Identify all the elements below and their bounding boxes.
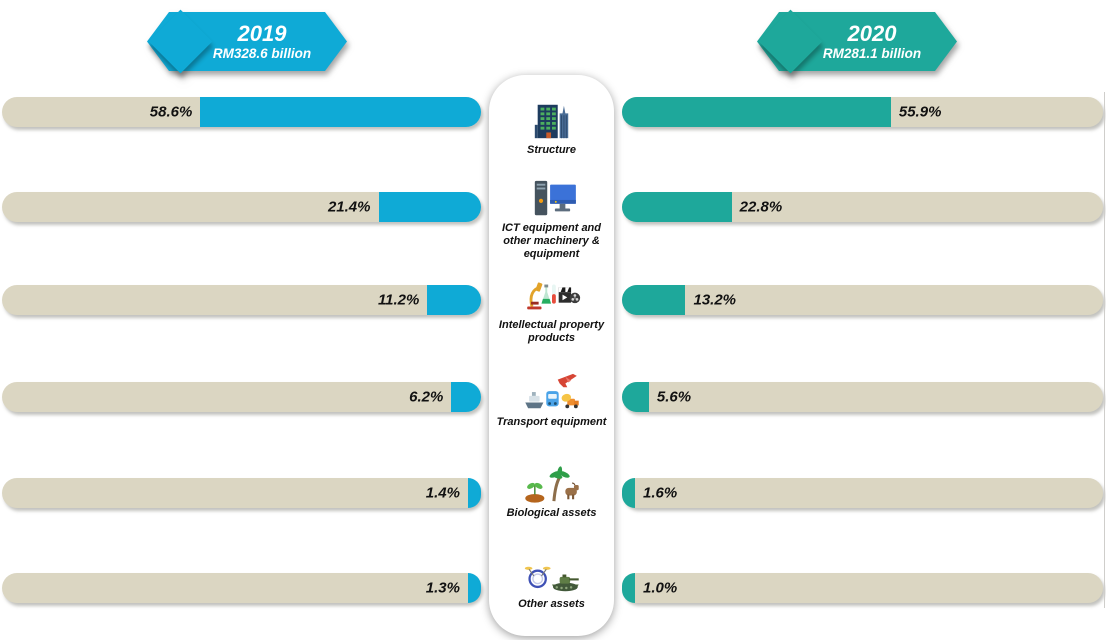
bar-2019-ict-equipment-fill bbox=[378, 192, 481, 222]
bar-2020-structure-fill bbox=[622, 97, 891, 127]
badge-2020-amount: RM281.1 billion bbox=[822, 46, 922, 62]
plants-and-livestock-icon bbox=[523, 463, 581, 505]
bar-2020-ict-equipment: 22.8% bbox=[622, 192, 1103, 222]
research-and-media-icon bbox=[523, 275, 581, 317]
bar-2020-ict-equipment-value: 22.8% bbox=[739, 198, 783, 216]
bar-2019-intellectual-property: 11.2% bbox=[2, 285, 481, 315]
bar-2019-biological-assets-fill bbox=[468, 478, 481, 508]
bar-2020-intellectual-property-value: 13.2% bbox=[693, 291, 737, 309]
bar-2019-intellectual-property-fill bbox=[427, 285, 481, 315]
category-biological-assets-label: Biological assets bbox=[506, 507, 597, 520]
bar-2020-other-assets-fill bbox=[622, 573, 635, 603]
bar-2020-ict-equipment-fill bbox=[622, 192, 732, 222]
bar-2019-transport-equipment: 6.2% bbox=[2, 382, 481, 412]
category-structure: Structure bbox=[493, 83, 610, 174]
category-panel: Structure ICT equipment and other machin… bbox=[489, 75, 614, 636]
category-transport-equipment-label: Transport equipment bbox=[496, 416, 607, 429]
badge-2020: 2020 RM281.1 billion bbox=[757, 9, 957, 74]
category-ict-equipment-label: ICT equipment and other machinery & equi… bbox=[502, 221, 601, 260]
bar-2019-biological-assets-value: 1.4% bbox=[425, 484, 460, 502]
drums-and-tank-icon bbox=[523, 554, 581, 596]
bar-2020-transport-equipment-value: 5.6% bbox=[656, 388, 692, 406]
bar-2019-structure-value: 58.6% bbox=[149, 103, 193, 121]
bar-2020-structure-value: 55.9% bbox=[898, 103, 942, 121]
bar-2019-transport-equipment-value: 6.2% bbox=[409, 388, 444, 406]
badge-2020-year: 2020 bbox=[847, 20, 897, 46]
bar-2020-structure: 55.9% bbox=[622, 97, 1103, 127]
bar-2019-other-assets-fill bbox=[468, 573, 481, 603]
bar-2019-intellectual-property-value: 11.2% bbox=[377, 291, 420, 309]
bar-2020-other-assets: 1.0% bbox=[622, 573, 1103, 603]
category-other-assets-label: Other assets bbox=[518, 598, 585, 611]
bar-2019-ict-equipment-value: 21.4% bbox=[327, 198, 371, 216]
vehicles-icon bbox=[523, 372, 581, 414]
bar-2019-other-assets-value: 1.3% bbox=[425, 579, 460, 597]
bar-2020-transport-equipment-fill bbox=[622, 382, 649, 412]
category-other-assets: Other assets bbox=[493, 537, 610, 628]
category-biological-assets: Biological assets bbox=[493, 446, 610, 537]
category-transport-equipment: Transport equipment bbox=[493, 355, 610, 446]
bar-2020-other-assets-value: 1.0% bbox=[643, 579, 678, 597]
bar-2019-transport-equipment-fill bbox=[451, 382, 481, 412]
bar-2020-intellectual-property: 13.2% bbox=[622, 285, 1103, 315]
badge-2019-year: 2019 bbox=[237, 20, 287, 46]
category-structure-label: Structure bbox=[527, 143, 576, 156]
category-intellectual-property-label: Intellectual property products bbox=[498, 319, 605, 345]
bar-2019-structure: 58.6% bbox=[2, 97, 481, 127]
badge-2019-amount: RM328.6 billion bbox=[212, 46, 312, 62]
bar-2019-other-assets: 1.3% bbox=[2, 573, 481, 603]
bar-2019-ict-equipment: 21.4% bbox=[2, 192, 481, 222]
category-ict-equipment: ICT equipment and other machinery & equi… bbox=[493, 174, 610, 265]
bar-2019-biological-assets: 1.4% bbox=[2, 478, 481, 508]
category-intellectual-property: Intellectual property products bbox=[493, 265, 610, 356]
bar-2020-transport-equipment: 5.6% bbox=[622, 382, 1103, 412]
buildings-icon bbox=[523, 100, 581, 142]
bar-2020-biological-assets: 1.6% bbox=[622, 478, 1103, 508]
bar-2019-structure-fill bbox=[200, 97, 481, 127]
bar-2020-biological-assets-value: 1.6% bbox=[643, 484, 678, 502]
badge-2019: 2019 RM328.6 billion bbox=[147, 9, 347, 74]
frame-edge-line bbox=[1104, 92, 1105, 608]
desktop-computer-icon bbox=[523, 178, 581, 220]
bar-2020-biological-assets-fill bbox=[622, 478, 635, 508]
bar-2020-intellectual-property-fill bbox=[622, 285, 686, 315]
